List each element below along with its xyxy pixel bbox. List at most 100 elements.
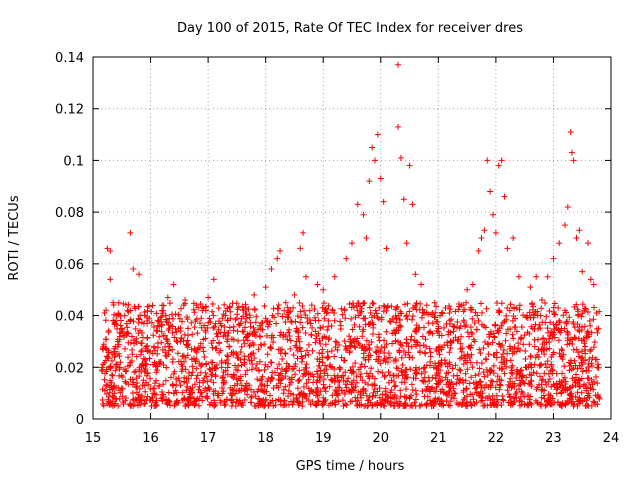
data-point: [541, 395, 548, 402]
data-point: [241, 388, 248, 395]
data-point: [426, 377, 433, 384]
data-point: [122, 378, 129, 385]
data-point: [406, 308, 413, 315]
data-point: [573, 235, 580, 241]
data-point: [352, 360, 359, 367]
data-point: [128, 357, 135, 364]
data-point: [112, 320, 119, 327]
data-point: [138, 319, 145, 326]
data-point: [402, 371, 409, 378]
data-point: [326, 335, 333, 342]
data-point: [286, 375, 293, 382]
data-point: [233, 315, 240, 322]
data-point: [197, 340, 204, 347]
data-point: [248, 393, 255, 400]
data-point: [383, 355, 390, 362]
data-point: [249, 340, 256, 347]
data-point: [576, 383, 583, 390]
data-point: [136, 271, 143, 278]
data-point: [538, 297, 545, 304]
data-point: [550, 255, 557, 262]
data-point: [376, 385, 383, 392]
data-point: [221, 323, 228, 330]
data-point: [170, 281, 177, 288]
data-point: [477, 388, 484, 395]
data-point: [438, 357, 445, 364]
data-point: [369, 373, 376, 380]
data-point: [504, 387, 511, 394]
data-point: [136, 385, 143, 392]
data-point: [324, 353, 331, 360]
data-point: [549, 395, 556, 402]
data-point: [282, 318, 289, 325]
data-point: [320, 394, 327, 401]
data-point: [372, 392, 379, 399]
data-point: [391, 383, 398, 390]
data-point: [268, 374, 275, 381]
data-point: [456, 400, 463, 407]
data-point: [148, 403, 155, 410]
data-point: [354, 201, 361, 208]
data-point: [513, 374, 520, 381]
data-point: [481, 227, 488, 234]
data-point: [496, 340, 503, 347]
data-point: [550, 331, 557, 338]
data-point: [335, 398, 342, 405]
data-point: [354, 307, 361, 314]
data-point: [152, 401, 159, 408]
data-point: [238, 343, 245, 350]
data-point: [327, 400, 334, 407]
data-point: [574, 308, 581, 315]
data-point: [369, 402, 376, 409]
data-point: [320, 376, 327, 383]
data-point: [129, 351, 136, 358]
data-point: [557, 383, 564, 390]
data-point: [436, 351, 443, 358]
data-point: [298, 389, 305, 396]
data-point: [471, 338, 478, 345]
data-point: [313, 386, 320, 393]
data-point: [535, 346, 542, 353]
data-point: [576, 227, 583, 234]
data-point: [158, 388, 165, 395]
data-point: [193, 375, 200, 382]
data-point: [138, 363, 145, 370]
data-point: [258, 342, 265, 349]
data-point: [158, 339, 165, 346]
data-point: [341, 357, 348, 364]
data-point: [514, 368, 521, 375]
data-point: [569, 383, 576, 390]
data-point: [572, 382, 579, 389]
chart-title: Day 100 of 2015, Rate Of TEC Index for r…: [177, 21, 523, 36]
data-point: [566, 340, 573, 347]
data-point: [163, 336, 170, 343]
data-point: [339, 311, 346, 318]
data-point: [429, 330, 436, 337]
data-point: [588, 329, 595, 336]
data-point: [484, 340, 491, 347]
data-point: [464, 399, 471, 406]
data-point: [561, 363, 568, 370]
data-point: [115, 299, 122, 306]
data-point: [456, 379, 463, 386]
data-point: [297, 319, 304, 326]
data-point: [582, 383, 589, 390]
data-point: [255, 346, 262, 353]
data-point: [443, 391, 450, 398]
data-point: [342, 369, 349, 376]
data-point: [553, 325, 560, 332]
data-point: [494, 327, 501, 334]
data-point: [459, 377, 466, 384]
data-point: [148, 308, 155, 315]
data-point: [242, 371, 249, 378]
data-point: [242, 324, 249, 331]
data-point: [332, 401, 339, 408]
data-point: [242, 301, 249, 308]
data-point: [549, 370, 556, 377]
data-point: [258, 320, 265, 327]
data-point: [531, 312, 538, 319]
data-point: [180, 396, 187, 403]
data-point: [574, 389, 581, 396]
data-point: [448, 339, 455, 346]
data-point: [499, 393, 506, 400]
